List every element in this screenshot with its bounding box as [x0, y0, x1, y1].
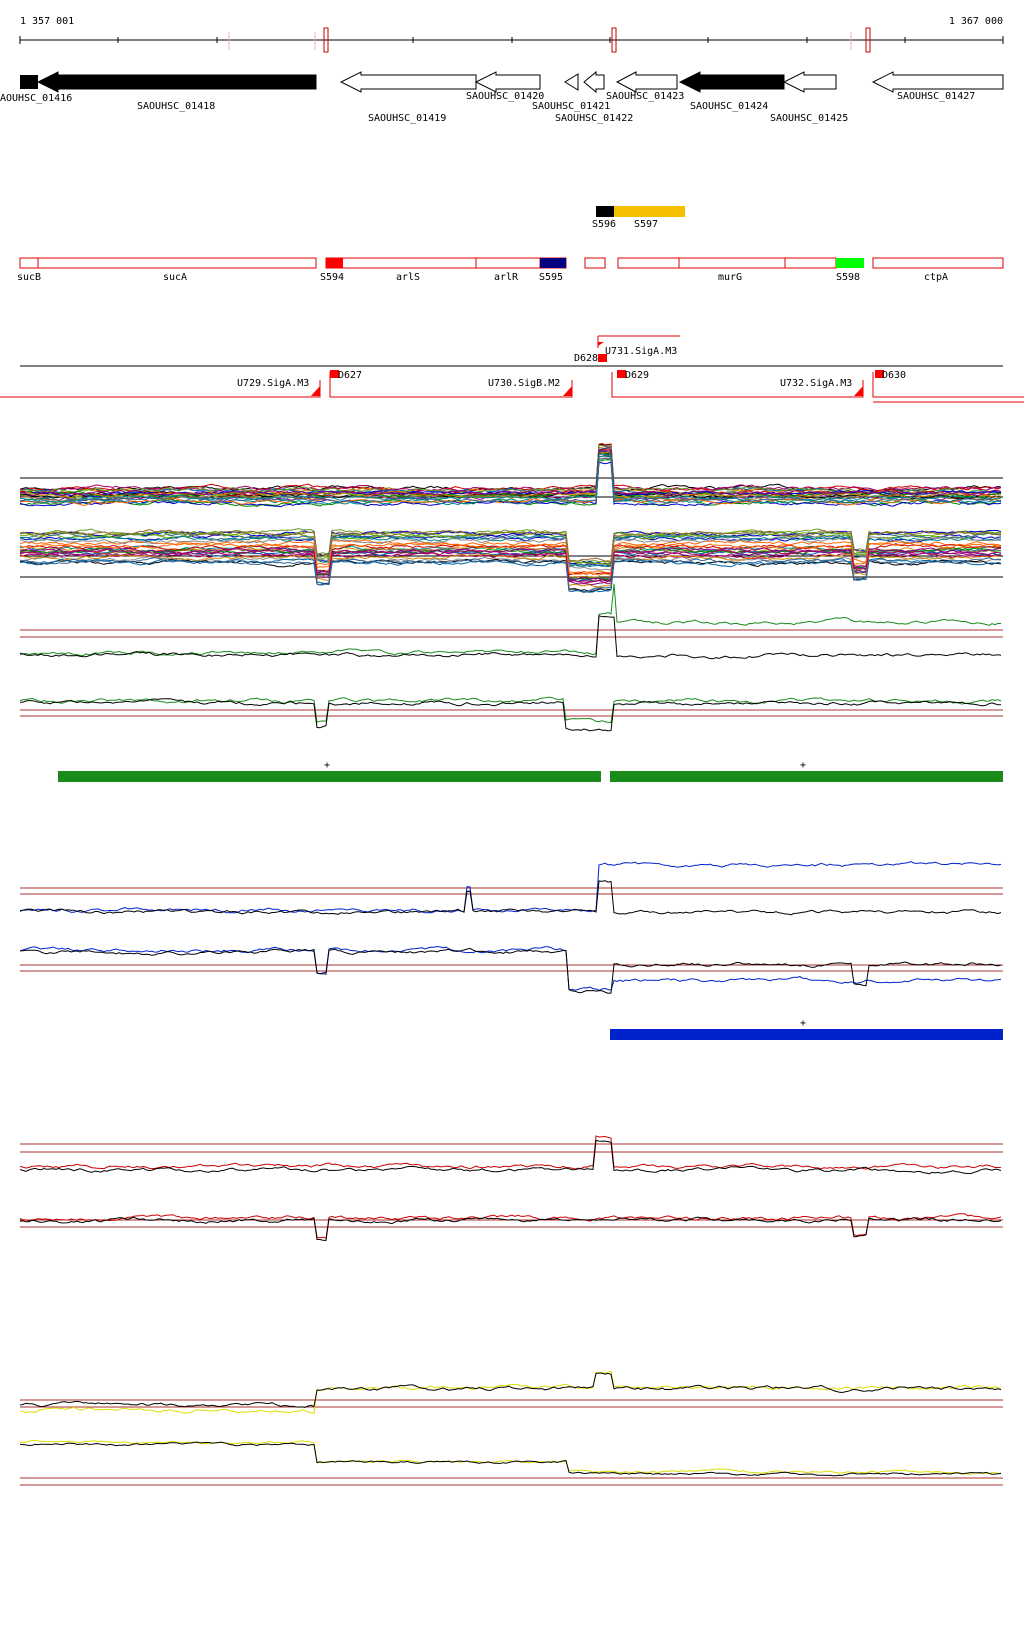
signal-trace: [19, 557, 1002, 594]
signal-trace: [19, 583, 1002, 657]
signal-trace: [19, 453, 1002, 503]
gene-SAOUHSC_01420: SAOUHSC_01420: [466, 71, 544, 102]
svg-text:S595: S595: [539, 272, 563, 283]
svg-text:SAOUHSC_01424: SAOUHSC_01424: [690, 101, 768, 112]
svg-text:murG: murG: [718, 272, 742, 283]
gene-SAOUHSC_01425: SAOUHSC_01425: [770, 71, 848, 124]
start-coordinate: 1 357 001: [20, 16, 74, 27]
gene-SAOUHSC_01427: SAOUHSC_01427: [871, 71, 1004, 102]
signal-trace: [19, 529, 1002, 565]
svg-text:sucB: sucB: [17, 272, 41, 283]
expression-plot-green: [19, 583, 1003, 732]
signal-trace: [19, 553, 1001, 588]
svg-text:SAOUHSC_01422: SAOUHSC_01422: [555, 113, 633, 124]
signal-trace: [19, 947, 1002, 994]
signal-trace: [19, 539, 1002, 575]
gene-SAOUHSC_01422: SAOUHSC_01422: [555, 70, 633, 124]
signal-trace: [19, 531, 1002, 567]
signal-trace: [19, 442, 1002, 493]
svg-text:arlS: arlS: [396, 272, 420, 283]
gene-SAOUHSC_01419: SAOUHSC_01419: [339, 71, 477, 124]
srna-S597: S597: [614, 206, 685, 230]
gene-SAOUHSC_01416: AOUHSC_01416: [0, 75, 72, 104]
gene-SAOUHSC_01418: SAOUHSC_01418: [36, 71, 317, 112]
svg-text:arlR: arlR: [494, 272, 519, 283]
signal-trace: [19, 1370, 1002, 1414]
signal-trace: [19, 880, 1002, 916]
ruler-markers: [228, 27, 871, 53]
promoter-U731: U731.SigA.M3: [605, 346, 677, 357]
signal-trace: [19, 1213, 1002, 1239]
gene-track: AOUHSC_01416 SAOUHSC_01418 SAOUHSC_01419…: [0, 70, 1004, 124]
signal-trace: [19, 696, 1002, 724]
svg-text:SAOUHSC_01427: SAOUHSC_01427: [897, 91, 975, 102]
svg-text:S597: S597: [634, 219, 658, 230]
signal-trace: [19, 552, 1002, 585]
signal-trace: [19, 861, 1002, 914]
promoter-U730: U730.SigB.M2: [488, 378, 560, 389]
signal-trace: [19, 945, 1002, 991]
promoter-U729: U729.SigA.M3: [237, 378, 309, 389]
svg-text:S594: S594: [320, 272, 344, 283]
svg-text:sucA: sucA: [163, 272, 187, 283]
signal-trace: [19, 547, 1002, 584]
gene-SAOUHSC_01423: SAOUHSC_01423: [606, 71, 684, 102]
terminator-D627: D627: [338, 370, 362, 381]
signal-trace: [19, 1216, 1002, 1242]
signal-trace: [19, 1139, 1002, 1175]
signal-trace: [19, 443, 1002, 493]
gene-SAOUHSC_01421: SAOUHSC_01421: [532, 73, 610, 112]
promoter-U732: U732.SigA.M3: [780, 378, 852, 389]
coordinate-ruler: 1 357 001 1 367 000: [19, 16, 1004, 53]
plus-mark: +: [324, 760, 330, 771]
signal-trace: [19, 698, 1002, 732]
segment-labels: sucB sucA S594 arlS arlR S595 murG S598 …: [17, 272, 948, 283]
svg-text:S596: S596: [592, 219, 616, 230]
signal-trace: [19, 1135, 1002, 1170]
signal-trace: [19, 1441, 1002, 1477]
svg-text:AOUHSC_01416: AOUHSC_01416: [0, 93, 72, 104]
signal-trace: [19, 615, 1002, 660]
transcription-unit-bars: + + +: [58, 760, 1003, 1040]
signal-trace: [19, 529, 1001, 564]
terminator-D630: D630: [882, 370, 906, 381]
promoter-track: U729.SigA.M3 D627 U730.SigB.M2 D628 U731…: [0, 335, 1024, 403]
terminator-D628: D628: [574, 353, 598, 364]
plus-mark: +: [800, 1018, 806, 1029]
svg-text:S598: S598: [836, 272, 860, 283]
signal-trace: [19, 541, 1002, 577]
signal-trace: [19, 445, 1002, 492]
signal-trace: [19, 1440, 1002, 1475]
signal-trace: [19, 444, 1002, 494]
signal-trace: [19, 536, 1002, 571]
svg-text:SAOUHSC_01420: SAOUHSC_01420: [466, 91, 544, 102]
svg-text:SAOUHSC_01418: SAOUHSC_01418: [137, 101, 215, 112]
small-rna-track: S596 S597: [592, 206, 685, 230]
plus-mark: +: [800, 760, 806, 771]
svg-text:SAOUHSC_01423: SAOUHSC_01423: [606, 91, 684, 102]
expression-plot-red: [19, 1135, 1003, 1242]
expression-plot-yellow: [19, 1370, 1003, 1486]
expression-plot-blue: [19, 861, 1003, 994]
srna-S596: S596: [592, 206, 616, 230]
terminator-D629: D629: [625, 370, 649, 381]
segment-fills: [326, 258, 864, 268]
gene-SAOUHSC_01424: SAOUHSC_01424: [678, 71, 785, 112]
svg-text:SAOUHSC_01419: SAOUHSC_01419: [368, 113, 446, 124]
signal-trace: [19, 457, 1001, 505]
signal-trace: [19, 449, 1002, 497]
signal-trace: [19, 451, 1002, 499]
signal-trace: [19, 557, 1002, 593]
expression-plot-all-conditions: [19, 442, 1003, 594]
svg-text:ctpA: ctpA: [924, 272, 948, 283]
svg-text:SAOUHSC_01425: SAOUHSC_01425: [770, 113, 848, 124]
signal-trace: [19, 534, 1002, 568]
end-coordinate: 1 367 000: [949, 16, 1003, 27]
signal-trace: [19, 1372, 1002, 1408]
svg-text:SAOUHSC_01421: SAOUHSC_01421: [532, 101, 610, 112]
